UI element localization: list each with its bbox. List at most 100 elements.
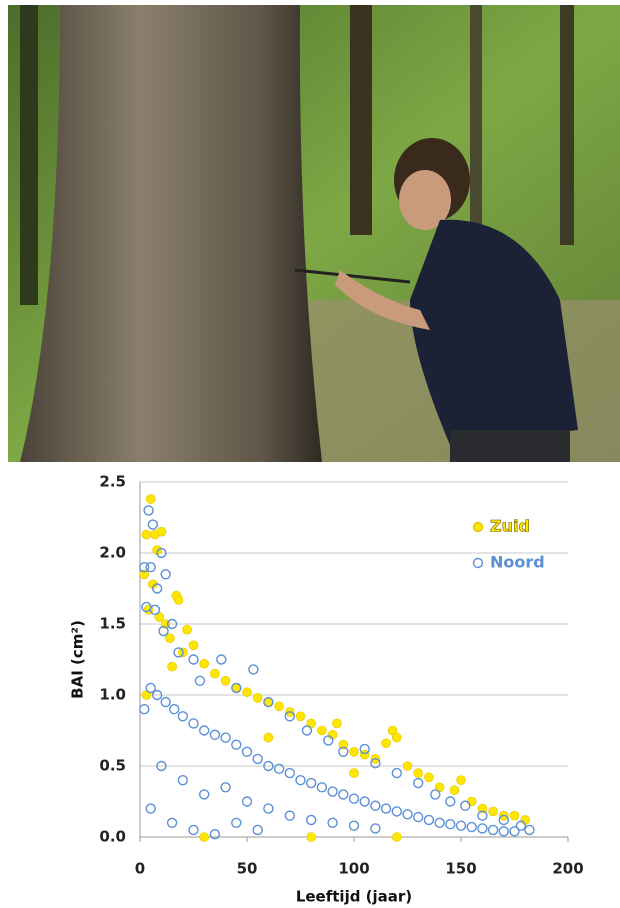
point — [338, 739, 349, 750]
point — [370, 757, 381, 769]
point — [413, 768, 424, 778]
point — [391, 806, 402, 817]
point — [209, 729, 221, 740]
point — [241, 746, 253, 757]
point — [424, 772, 434, 783]
point — [423, 814, 435, 826]
point — [220, 675, 231, 686]
point — [177, 711, 189, 722]
point — [188, 718, 199, 729]
point — [460, 800, 471, 811]
point — [348, 793, 360, 804]
point — [434, 817, 445, 828]
point — [139, 562, 150, 573]
point — [477, 823, 488, 834]
point — [145, 803, 156, 814]
point — [273, 763, 285, 775]
point — [498, 826, 509, 837]
point — [198, 789, 210, 800]
point — [370, 823, 381, 834]
point — [160, 569, 171, 580]
point — [141, 529, 152, 540]
point — [487, 824, 499, 836]
point — [327, 817, 338, 828]
point — [194, 675, 206, 686]
series-0 — [139, 494, 531, 842]
point — [327, 786, 338, 797]
point — [241, 796, 253, 807]
point — [295, 775, 306, 786]
point — [349, 768, 359, 778]
point — [316, 782, 328, 793]
x-axis-title: Leeftijd (jaar) — [296, 888, 412, 906]
point — [199, 658, 209, 669]
point — [477, 810, 488, 821]
point — [381, 738, 391, 749]
point — [402, 761, 413, 771]
point — [391, 732, 402, 743]
point — [210, 668, 220, 679]
point — [332, 718, 342, 729]
point — [317, 725, 327, 736]
point — [338, 789, 349, 800]
point — [173, 595, 184, 605]
x-tick-label: 200 — [552, 860, 583, 878]
point — [449, 785, 460, 795]
point — [143, 505, 154, 516]
point — [263, 696, 274, 708]
point — [173, 647, 184, 658]
y-tick-label: 0.0 — [99, 828, 126, 846]
point — [413, 811, 424, 823]
point — [391, 767, 402, 779]
point — [323, 735, 334, 746]
y-tick-label: 0.5 — [99, 757, 126, 775]
point — [284, 711, 295, 722]
legend-marker — [472, 557, 484, 569]
point — [165, 633, 175, 644]
point — [156, 547, 167, 559]
point — [455, 820, 467, 831]
point — [274, 701, 284, 712]
point — [242, 687, 252, 697]
point — [252, 824, 263, 836]
point — [139, 704, 150, 715]
legend-label: Noord — [490, 553, 545, 572]
point — [188, 824, 199, 836]
point — [509, 810, 520, 821]
point — [524, 824, 535, 836]
point — [216, 654, 227, 665]
point — [295, 711, 306, 722]
point — [359, 743, 370, 755]
point — [145, 682, 156, 694]
point — [488, 806, 498, 817]
point — [413, 777, 424, 789]
point — [391, 832, 402, 842]
point — [301, 725, 313, 736]
point — [359, 796, 370, 807]
point — [263, 760, 274, 772]
y-tick-label: 1.0 — [99, 686, 126, 704]
point — [387, 725, 398, 736]
point — [445, 796, 456, 807]
point — [231, 817, 242, 828]
point — [151, 583, 163, 594]
point — [139, 569, 150, 580]
point — [166, 817, 178, 828]
point — [199, 832, 209, 842]
point — [430, 789, 441, 800]
x-tick-label: 0 — [135, 860, 145, 878]
point — [370, 800, 381, 811]
point — [515, 820, 527, 831]
point — [284, 767, 295, 779]
point — [209, 828, 221, 840]
point — [188, 654, 199, 665]
point — [182, 624, 192, 635]
point — [231, 682, 242, 694]
y-tick-label: 2.0 — [99, 544, 126, 562]
point — [149, 604, 161, 615]
point — [348, 820, 360, 831]
point — [338, 746, 349, 757]
point — [160, 696, 171, 708]
point — [402, 809, 413, 820]
